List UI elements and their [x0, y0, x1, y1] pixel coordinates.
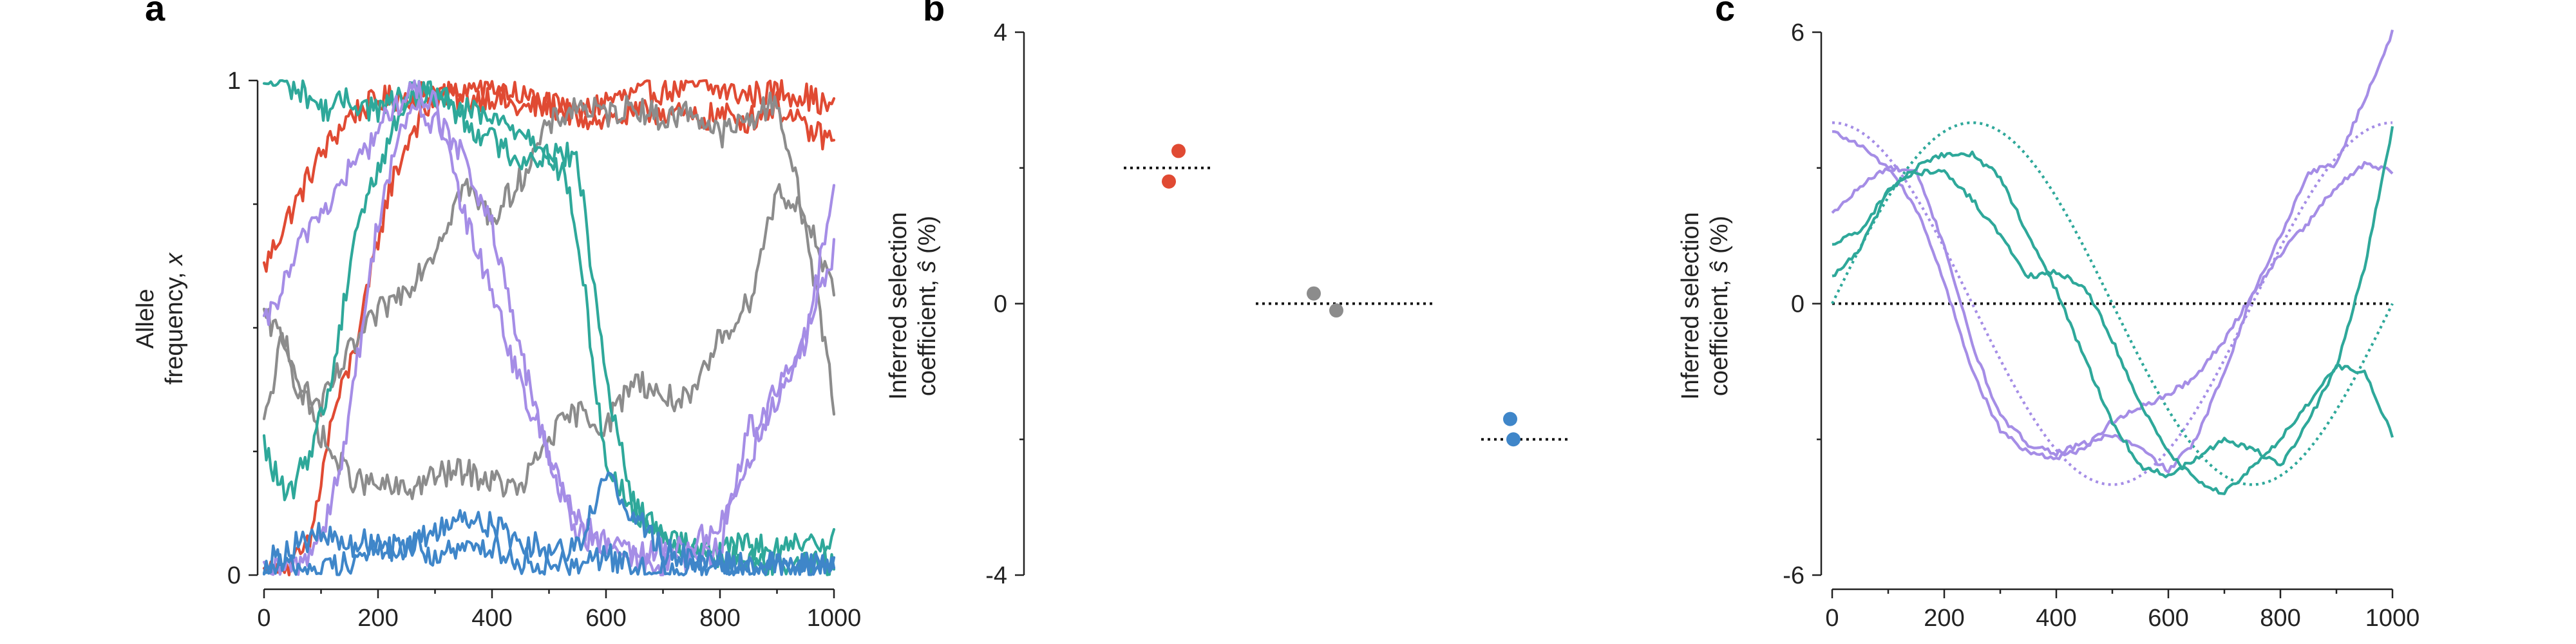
- panel-c-xtick-label: 200: [1924, 605, 1964, 632]
- panel-c-xtick-label: 0: [1825, 605, 1839, 632]
- panel-a-xtick-label: 800: [699, 605, 740, 632]
- panel-a-ylabel-line1: Allele: [132, 289, 159, 349]
- panel-a-trajectory-teal: [262, 80, 836, 565]
- panel-a-ylabel-text: frequency,: [161, 265, 188, 384]
- panel-a-trajectory-red: [262, 79, 836, 273]
- panel-b-ylabel: Inferred selection coefficient, ŝ (%): [885, 212, 941, 400]
- panel-b-axes: 4 0 -4: [985, 19, 1025, 589]
- panel-a-trajectory-gray: [262, 183, 836, 500]
- panel-b-ylabel-var: ŝ: [914, 261, 941, 273]
- panel-b-estimate-point: [1503, 412, 1517, 426]
- panel-c-ylabel-line1: Inferred selection: [1677, 212, 1704, 400]
- panel-b-ylabel-text: coefficient,: [914, 273, 941, 397]
- panel-a-trajectory-purple: [262, 99, 836, 576]
- panel-c-xtick-label: 600: [2148, 605, 2188, 632]
- panel-a-trajectory-purple: [262, 79, 836, 565]
- panel-b-ytick-label: -4: [985, 562, 1007, 589]
- panel-b: b Inferred selection coefficient, ŝ (%) …: [885, 0, 1571, 589]
- panel-b-ytick-label: 4: [994, 19, 1007, 46]
- panel-b-ytick-label: 0: [994, 291, 1007, 318]
- panel-c-ylabel-line2: coefficient, ŝ (%): [1706, 216, 1733, 396]
- panel-c-true-selection: [1832, 121, 2393, 486]
- panel-c-letter: c: [1715, 0, 1735, 28]
- panel-c-xtick-label: 400: [2036, 605, 2076, 632]
- panel-b-ylabel-line2: coefficient, ŝ (%): [914, 216, 941, 396]
- panel-b-estimate-point: [1162, 174, 1176, 189]
- panel-c-ytick-label: -6: [1783, 562, 1804, 589]
- panel-b-ylabel-line1: Inferred selection: [885, 212, 912, 400]
- panel-c-ylabel-var: ŝ: [1706, 261, 1733, 273]
- panel-b-estimate-point: [1329, 303, 1343, 318]
- panel-c-xtick-label: 1000: [2365, 605, 2420, 632]
- panel-a-letter: a: [145, 0, 166, 28]
- panel-c-ytick-label: 0: [1791, 291, 1804, 318]
- panel-a-ylabel-var: x: [161, 252, 188, 267]
- panel-b-letter: b: [923, 0, 945, 28]
- panel-c-inferred-selection: [1831, 160, 2394, 460]
- panel-a: a Allele frequency, x 0 1 0 200 400 600 800 100…: [132, 0, 861, 632]
- panel-a-trajectory-blue: [262, 533, 836, 577]
- panel-c-ytick-label: 6: [1791, 19, 1804, 46]
- panel-c: c Inferred selection coefficient, ŝ (%) …: [1677, 0, 2420, 632]
- panel-b-ylabel-unit: (%): [914, 216, 941, 261]
- panel-c-xtick-label: 800: [2260, 605, 2300, 632]
- panel-b-estimate-point: [1171, 144, 1186, 158]
- panel-c-inferred-selection: [1832, 29, 2394, 474]
- panel-c-inferred-selection: [1832, 168, 2394, 495]
- panel-a-ylabel: Allele frequency, x: [132, 252, 188, 384]
- panel-a-xtick-label: 1000: [807, 605, 862, 632]
- panel-c-ylabel: Inferred selection coefficient, ŝ (%): [1677, 212, 1733, 400]
- panel-c-inferred-selection: [1832, 126, 2394, 478]
- panel-b-estimate-point: [1307, 286, 1321, 301]
- panel-c-series: [1831, 29, 2394, 495]
- panel-c-axes: 6 0 -6 0 200 400 600 800 1000: [1783, 19, 2420, 632]
- panel-b-estimate-point: [1506, 432, 1520, 447]
- panel-a-ylabel-line2: frequency, x: [161, 252, 188, 384]
- panel-c-ylabel-text: coefficient,: [1706, 273, 1733, 397]
- panel-c-ylabel-unit: (%): [1706, 216, 1733, 261]
- panel-a-trajectory-gray: [262, 91, 836, 421]
- panel-b-marks: [1124, 144, 1571, 447]
- panel-a-xtick-label: 600: [585, 605, 626, 632]
- panel-a-ytick-label: 1: [227, 68, 241, 95]
- panel-a-series: [262, 79, 836, 577]
- panel-a-xtick-label: 0: [257, 605, 270, 632]
- panel-a-xtick-label: 200: [357, 605, 398, 632]
- panel-a-ytick-label: 0: [227, 562, 241, 589]
- panel-a-xtick-label: 400: [471, 605, 512, 632]
- panel-a-axes: 0 1 0 200 400 600 800 1000: [227, 68, 861, 632]
